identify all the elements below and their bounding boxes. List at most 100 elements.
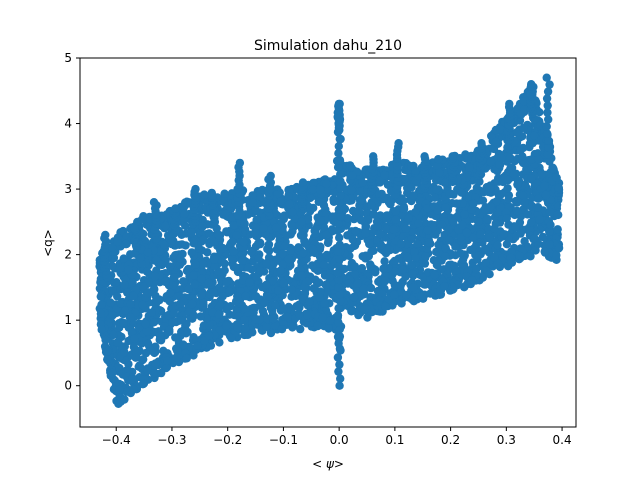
- scatter-point: [421, 252, 430, 261]
- scatter-point: [333, 113, 343, 123]
- scatter-point: [149, 318, 159, 327]
- scatter-point: [333, 127, 343, 137]
- scatter-point: [529, 131, 539, 140]
- scatter-point: [199, 260, 208, 269]
- scatter-point: [399, 204, 409, 214]
- scatter-point: [456, 233, 466, 242]
- scatter-point: [389, 225, 398, 234]
- scatter-point: [162, 363, 172, 372]
- scatter-point: [365, 239, 374, 249]
- scatter-point: [335, 233, 344, 242]
- scatter-point: [398, 265, 408, 274]
- scatter-point: [516, 229, 525, 238]
- scatter-point: [554, 243, 564, 253]
- scatter-point: [472, 183, 481, 192]
- scatter-point: [119, 318, 128, 328]
- scatter-point: [175, 299, 185, 308]
- scatter-point: [126, 250, 135, 259]
- scatter-point: [108, 311, 117, 320]
- scatter-point: [318, 313, 327, 322]
- scatter-point: [487, 131, 496, 141]
- scatter-point: [298, 178, 308, 187]
- scatter-point: [101, 230, 110, 240]
- scatter-point: [334, 149, 343, 158]
- scatter-point: [196, 312, 205, 321]
- scatter-point: [139, 355, 148, 364]
- scatter-point: [504, 195, 513, 204]
- scatter-point: [381, 302, 390, 311]
- scatter-point: [297, 271, 307, 281]
- scatter-point: [97, 325, 106, 334]
- scatter-point: [152, 256, 161, 265]
- scatter-point: [347, 186, 356, 195]
- scatter-point: [336, 212, 345, 221]
- scatter-point: [402, 290, 411, 300]
- scatter-point: [255, 315, 264, 324]
- scatter-point: [143, 339, 153, 348]
- scatter-point: [545, 207, 555, 217]
- scatter-point: [199, 321, 209, 330]
- scatter-point: [552, 173, 561, 182]
- scatter-point: [300, 283, 309, 292]
- scatter-point: [334, 282, 343, 292]
- x-tick-label: −0.1: [269, 433, 298, 447]
- scatter-point: [361, 229, 370, 238]
- scatter-point: [423, 226, 432, 235]
- scatter-point: [526, 252, 535, 261]
- scatter-point: [316, 216, 325, 225]
- scatter-point: [112, 278, 121, 287]
- scatter-point: [227, 333, 236, 343]
- scatter-point: [469, 199, 478, 208]
- scatter-point: [229, 221, 238, 230]
- scatter-point: [449, 217, 458, 227]
- scatter-point: [268, 276, 277, 285]
- scatter-point: [468, 233, 477, 242]
- scatter-point: [189, 271, 198, 280]
- scatter-point: [218, 292, 227, 301]
- scatter-point: [279, 304, 288, 313]
- scatter-point: [325, 316, 335, 325]
- scatter-point: [279, 278, 288, 288]
- x-tick-label: −0.3: [157, 433, 186, 447]
- x-tick-label: 0.3: [497, 433, 516, 447]
- scatter-point: [503, 184, 512, 193]
- scatter-point: [499, 230, 508, 239]
- scatter-point: [335, 254, 344, 264]
- scatter-point: [150, 285, 159, 294]
- scatter-point: [356, 291, 365, 301]
- scatter-point: [538, 232, 548, 242]
- scatter-point: [120, 347, 129, 357]
- scatter-point: [313, 266, 323, 275]
- scatter-point: [263, 292, 273, 301]
- scatter-point: [457, 220, 467, 230]
- scatter-point: [336, 177, 345, 186]
- scatter-point: [187, 228, 196, 237]
- scatter-point: [380, 276, 390, 286]
- scatter-point: [325, 273, 334, 282]
- scatter-point: [483, 223, 492, 232]
- scatter-point: [184, 284, 193, 294]
- scatter-point: [225, 287, 234, 296]
- scatter-point: [488, 144, 498, 153]
- scatter-point: [473, 251, 483, 260]
- scatter-point: [193, 341, 202, 350]
- scatter-point: [106, 298, 115, 307]
- scatter-point: [138, 300, 147, 310]
- scatter-point: [308, 185, 318, 194]
- scatter-point: [430, 193, 439, 202]
- scatter-point: [448, 282, 457, 291]
- scatter-point: [322, 287, 331, 297]
- scatter-point: [460, 210, 469, 219]
- scatter-point: [549, 164, 558, 173]
- scatter-point: [271, 321, 280, 330]
- scatter-point: [322, 179, 331, 189]
- scatter-point: [238, 276, 248, 285]
- scatter-point: [335, 156, 345, 165]
- y-axis-label: <q>: [41, 229, 55, 257]
- scatter-point: [334, 219, 343, 228]
- scatter-point: [287, 285, 296, 294]
- plot-frame: [79, 57, 577, 428]
- scatter-point: [546, 220, 555, 230]
- scatter-point: [143, 248, 153, 257]
